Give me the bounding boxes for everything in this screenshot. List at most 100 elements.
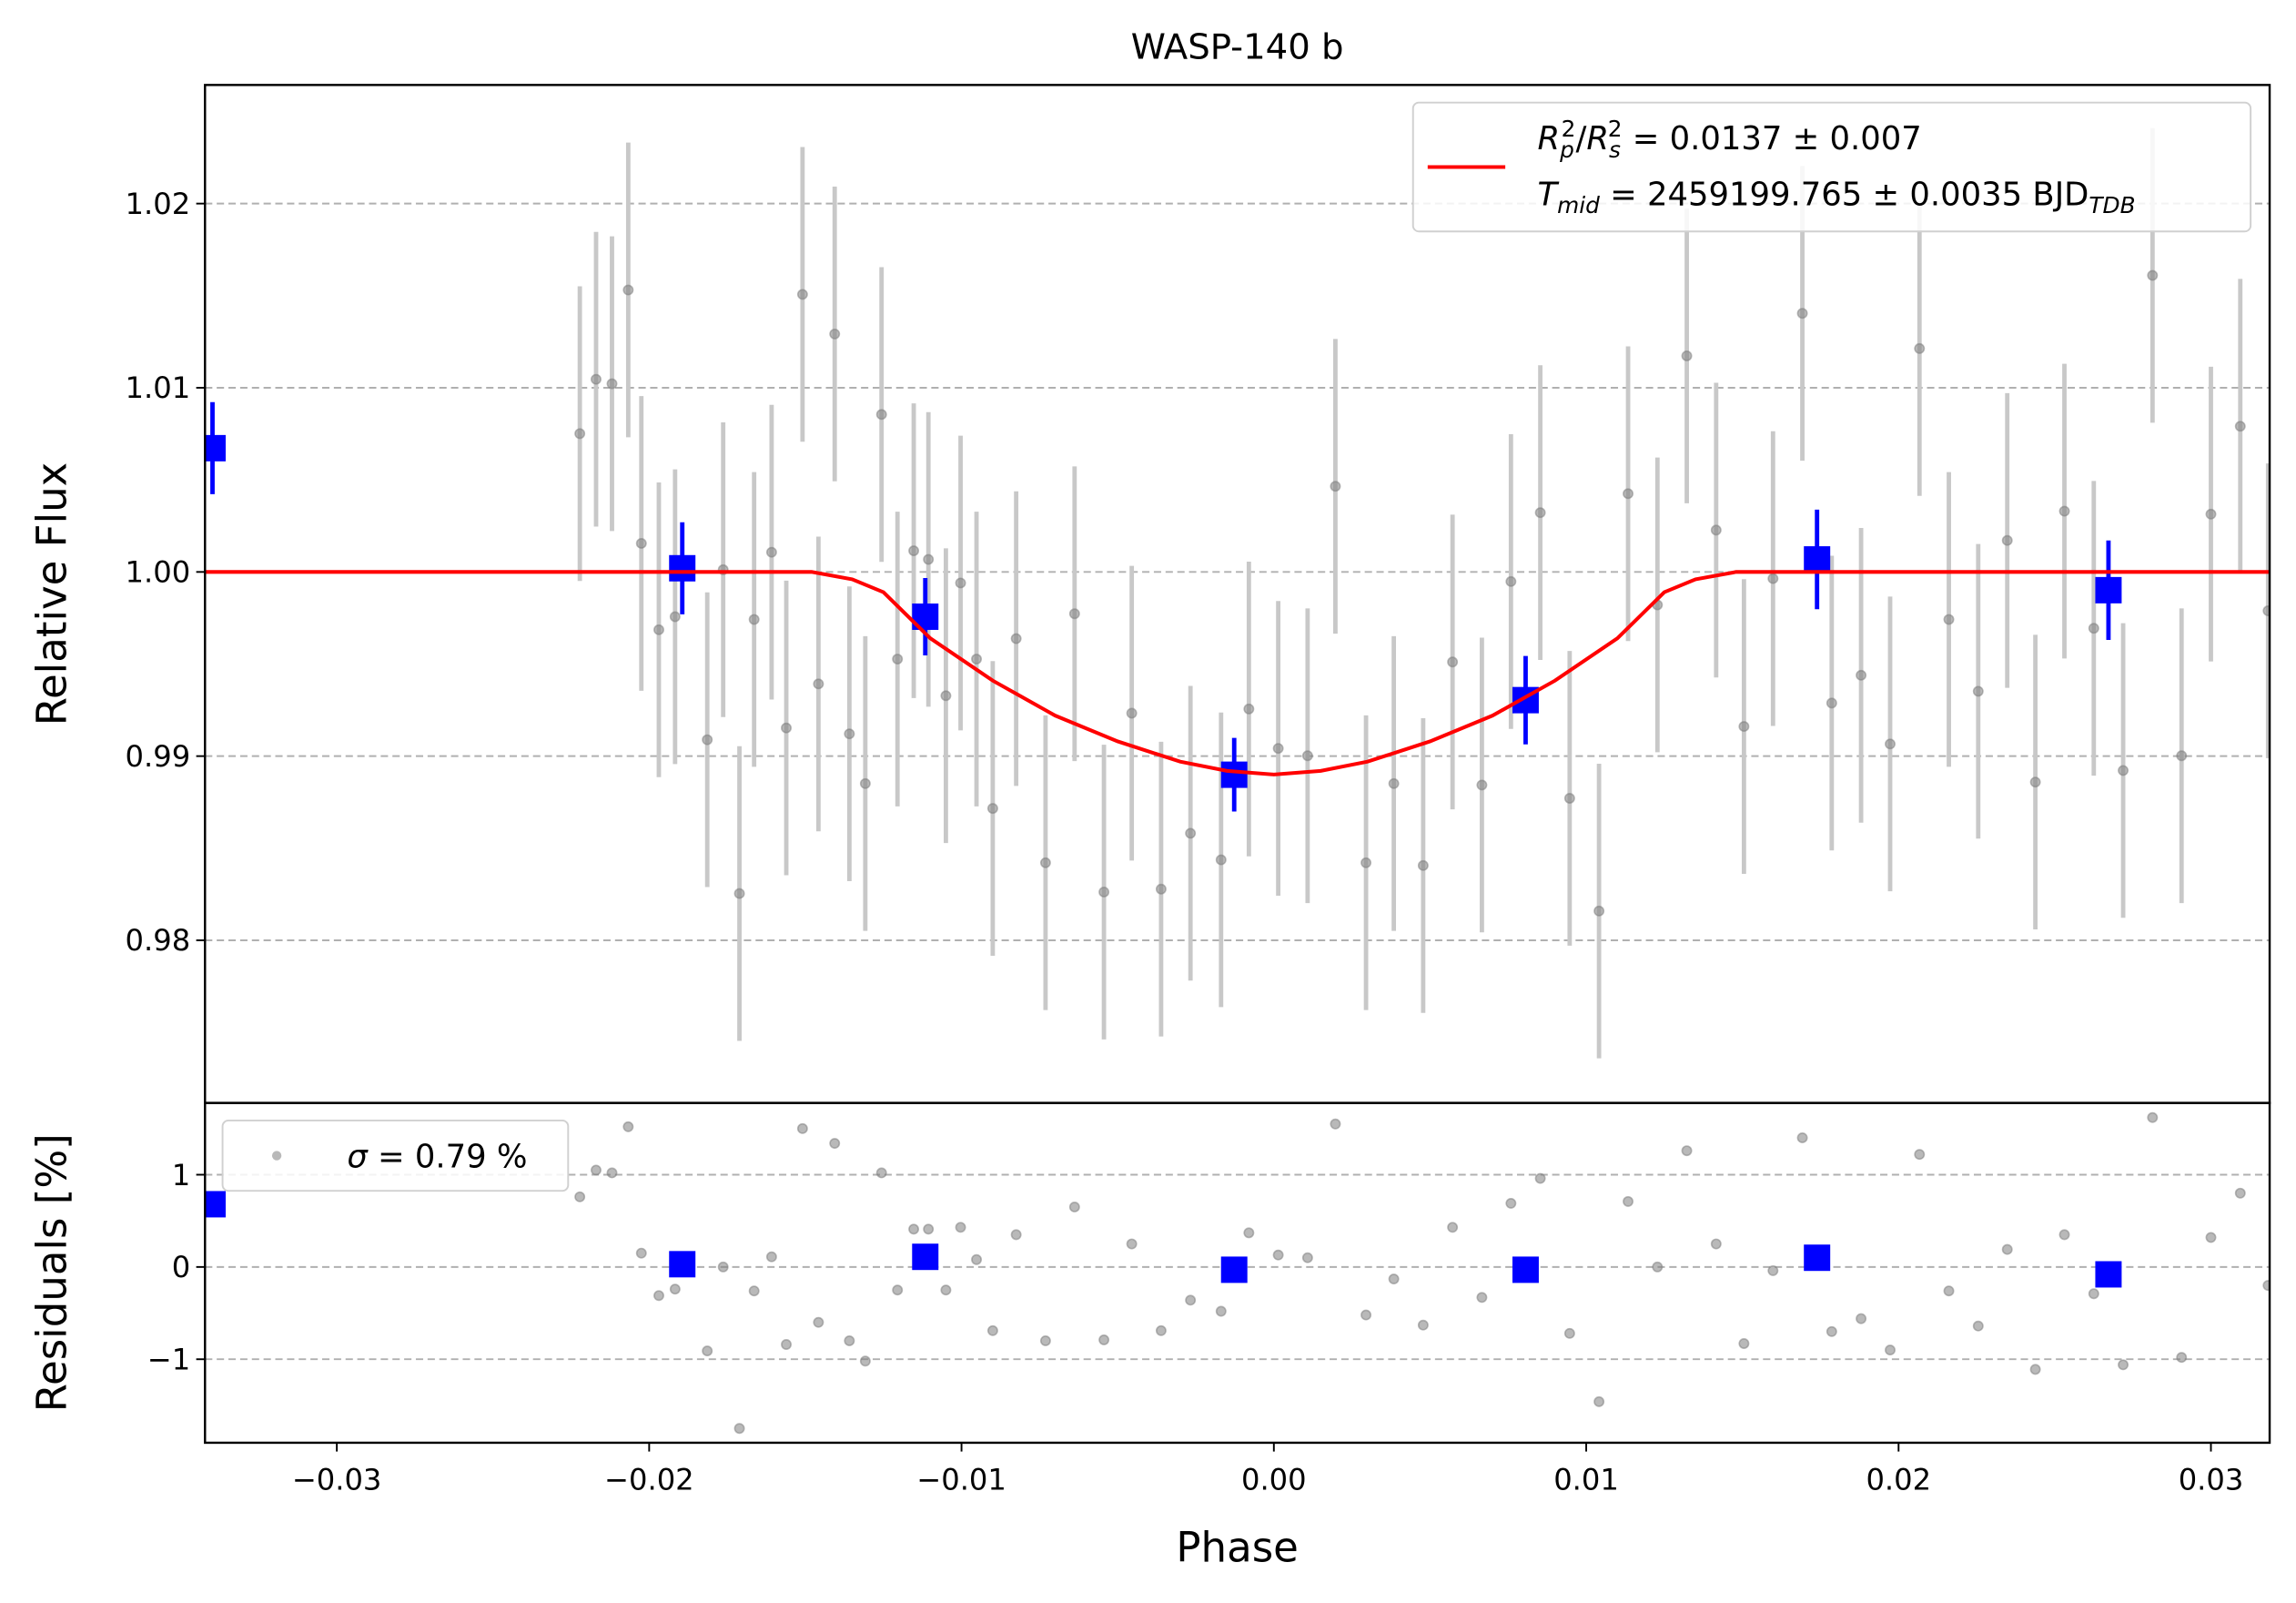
y-axis-label: Relative Flux: [27, 462, 76, 726]
data-point: [1039, 1334, 1051, 1346]
data-point: [859, 777, 871, 789]
binned-point: [205, 1191, 226, 1218]
data-point: [2176, 750, 2188, 762]
binned-point: [669, 1251, 696, 1278]
data-point: [702, 1345, 713, 1357]
data-point: [2118, 765, 2129, 776]
legend-swatch: [271, 1151, 282, 1161]
plot-area: [205, 1111, 2271, 1435]
data-point: [669, 611, 681, 623]
data-point: [875, 409, 887, 421]
data-point: [1126, 1238, 1138, 1250]
data-point: [1098, 1334, 1110, 1345]
data-point: [669, 1283, 681, 1295]
data-point: [1243, 1227, 1255, 1239]
data-point: [1388, 777, 1400, 789]
data-point: [1360, 857, 1372, 868]
data-point: [2058, 1229, 2070, 1241]
data-point: [1068, 1202, 1080, 1212]
binned-point: [1804, 1244, 1831, 1272]
x-tick-label: 0.01: [1553, 1462, 1619, 1496]
data-point: [892, 654, 904, 665]
data-point: [2147, 1111, 2159, 1123]
x-axis-label: Phase: [1176, 1523, 1299, 1571]
data-point: [1476, 1292, 1488, 1304]
data-point: [971, 654, 983, 665]
data-point: [1796, 1132, 1808, 1143]
y-tick-label: 1: [172, 1158, 190, 1192]
data-point: [1388, 1273, 1400, 1284]
plot-layer: WASP-140 b Relative Flux 0.98 0.99 1.00 1.01 1…: [27, 26, 2271, 1571]
data-point: [1738, 1338, 1750, 1349]
legend-label: Rp2/Rs2 = 0.0137 ± 0.007: [1538, 116, 1922, 163]
data-point: [2118, 1359, 2129, 1371]
data-point: [702, 734, 713, 746]
data-point: [1943, 1285, 1955, 1297]
chart-title: WASP-140 b: [1131, 26, 1344, 67]
legend-text-part: 2: [1608, 116, 1623, 142]
data-point: [1301, 1252, 1313, 1263]
legend: Rp2/Rs2 = 0.0137 ± 0.007 Tmid = 2459199.7…: [1411, 101, 2252, 233]
data-point: [796, 1122, 808, 1134]
data-point: [1185, 827, 1197, 839]
data-point: [765, 1251, 777, 1263]
data-point: [574, 1191, 586, 1202]
legend-text-part: T: [1538, 176, 1560, 213]
binned-point: [1220, 1256, 1248, 1283]
data-point: [1155, 883, 1167, 895]
plot-area: [205, 127, 2271, 1059]
data-point: [1215, 1305, 1227, 1317]
data-point: [813, 678, 824, 690]
data-point: [1360, 1309, 1372, 1321]
data-point: [717, 1261, 729, 1273]
data-point: [829, 1138, 841, 1149]
legend-text-part: = 0.0137 ± 0.007: [1622, 120, 1921, 157]
data-point: [923, 553, 935, 565]
data-point: [1417, 1319, 1429, 1331]
data-point: [955, 1222, 966, 1233]
legend-text-part: = 2459199.765 ± 0.0035 BJD: [1600, 176, 2089, 213]
data-point: [875, 1167, 887, 1179]
data-point: [1505, 575, 1517, 587]
legend-box: [1411, 101, 2252, 233]
data-point: [635, 538, 647, 549]
y-tick-label: 0.99: [126, 739, 191, 774]
data-point: [765, 546, 777, 558]
data-point: [1914, 1149, 1926, 1161]
data-point: [606, 1167, 618, 1179]
data-point: [1155, 1324, 1167, 1336]
data-point: [1972, 685, 1984, 697]
data-point: [1126, 707, 1138, 719]
data-point: [2205, 508, 2217, 520]
data-point: [1417, 859, 1429, 871]
binned-point: [912, 1243, 939, 1271]
data-point: [2176, 1352, 2188, 1364]
data-point: [781, 722, 792, 734]
data-point: [1681, 350, 1693, 361]
data-point: [591, 373, 602, 385]
data-point: [923, 1223, 935, 1235]
data-point: [1301, 750, 1313, 762]
data-point: [653, 624, 664, 635]
legend-text-part: σ: [347, 1138, 369, 1175]
data-point: [1039, 857, 1051, 868]
data-point: [1447, 656, 1459, 668]
data-point: [2088, 1288, 2099, 1300]
data-point: [892, 1284, 904, 1296]
data-point: [1593, 1395, 1605, 1407]
data-point: [971, 1253, 983, 1265]
data-point: [1767, 573, 1779, 584]
data-point: [940, 690, 952, 702]
legend-text-part: mid: [1557, 192, 1600, 218]
data-point: [1563, 793, 1575, 804]
data-point: [1623, 1195, 1633, 1207]
data-point: [1330, 1118, 1341, 1130]
data-point: [733, 1423, 745, 1435]
data-point: [796, 289, 808, 300]
data-point: [2001, 1243, 2013, 1255]
y-tick-label: 0.98: [126, 923, 191, 958]
data-point: [829, 328, 841, 340]
data-point: [591, 1164, 602, 1176]
data-point: [1534, 1172, 1546, 1184]
